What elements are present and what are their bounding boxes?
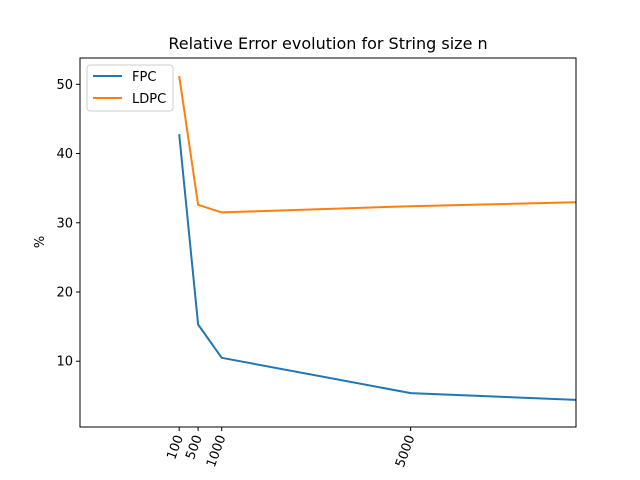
series-line-fpc — [178, 134, 576, 401]
plot-area-frame — [79, 57, 577, 428]
y-tick-label-30: 30 — [56, 216, 73, 231]
y-tick-label-20: 20 — [56, 286, 73, 301]
y-tick-label-10: 10 — [56, 355, 73, 370]
y-tick-label-40: 40 — [56, 147, 73, 162]
series-layer — [178, 75, 576, 401]
y-axis: 10 20 30 40 50 — [56, 78, 80, 370]
y-axis-label: % — [33, 236, 48, 248]
chart-title: Relative Error evolution for String size… — [168, 34, 487, 53]
y-tick-label-50: 50 — [56, 78, 73, 93]
legend: FPC LDPC — [86, 64, 174, 112]
legend-label-fpc: FPC — [132, 70, 156, 85]
series-line-ldpc — [178, 75, 576, 214]
legend-label-ldpc: LDPC — [132, 92, 166, 107]
